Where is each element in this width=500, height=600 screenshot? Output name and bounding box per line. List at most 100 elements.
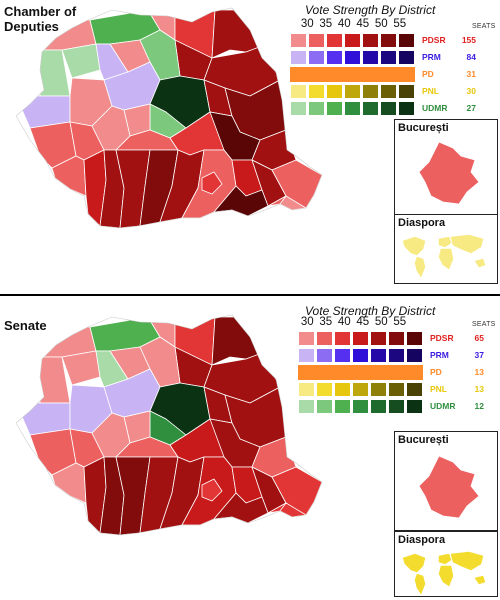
legend-tick: 50 (374, 18, 388, 30)
legend-swatch (316, 348, 333, 363)
seats-header-chamber: SEATS (472, 23, 496, 30)
legend-row-pd: PD 31 (290, 67, 476, 82)
legend-swatch (290, 101, 307, 116)
legend-swatch (388, 382, 405, 397)
bucharest-shape-senate (418, 455, 480, 519)
legend-tick: 30 (300, 18, 314, 30)
world-map-senate (402, 551, 486, 595)
bucharest-shape-chamber (418, 141, 480, 205)
legend-swatch (398, 50, 415, 65)
legend-swatch (334, 399, 351, 414)
legend-swatch (380, 84, 397, 99)
legend-tick: 55 (393, 18, 407, 30)
legend-swatch (370, 399, 387, 414)
legend-row-prm: PRM 84 (290, 50, 476, 65)
legend-party-name: PDSR (422, 35, 446, 45)
romania-outline-chamber (15, 7, 323, 229)
romania-outline-senate (15, 314, 323, 536)
legend-swatch (406, 399, 423, 414)
legend-swatches (290, 101, 415, 116)
legend-swatch (308, 50, 325, 65)
legend-swatch (298, 331, 315, 346)
legend-tick: 40 (337, 316, 351, 328)
bucharest-inset-chamber: București (394, 119, 498, 216)
legend-ticks-senate: 30 35 40 45 50 55 (298, 316, 409, 328)
legend-swatch (406, 331, 423, 346)
diaspora-label-senate: Diaspora (398, 534, 446, 546)
legend-ticks-chamber: 30 35 40 45 50 55 (298, 18, 409, 30)
legend-swatch-bar (290, 67, 415, 82)
legend-party-name: PDSR (430, 333, 454, 343)
legend-party-name: PRM (422, 52, 441, 62)
legend-tick: 45 (356, 18, 370, 30)
legend-swatch (370, 348, 387, 363)
legend-swatch (326, 50, 343, 65)
bucharest-inset-senate: București (394, 431, 498, 531)
legend-party-seats: 155 (461, 35, 476, 45)
legend-swatch (370, 331, 387, 346)
legend-swatch (352, 382, 369, 397)
legend-row-pd: PD 13 (298, 365, 484, 380)
legend-swatch (290, 33, 307, 48)
legend-swatches (290, 84, 415, 99)
panel-title-chamber: Chamber of Deputies (4, 4, 77, 34)
legend-swatch (352, 399, 369, 414)
legend-party-seats: 65 (474, 333, 484, 343)
bucharest-label-senate: București (398, 434, 449, 446)
legend-swatch (334, 331, 351, 346)
legend-party-name: PD (430, 367, 442, 377)
legend-tick: 35 (319, 316, 333, 328)
legend-swatch (298, 348, 315, 363)
legend-party-seats: 30 (466, 86, 476, 96)
legend-swatch (406, 382, 423, 397)
legend-swatch (362, 101, 379, 116)
legend-swatches (298, 399, 423, 414)
legend-tick: 40 (337, 18, 351, 30)
legend-swatches (298, 348, 423, 363)
diaspora-label-chamber: Diaspora (398, 217, 446, 229)
legend-swatch (380, 101, 397, 116)
legend-row-pnl: PNL 13 (298, 382, 484, 397)
legend-swatch (290, 50, 307, 65)
legend-party-name: PD (422, 69, 434, 79)
legend-tick: 30 (300, 316, 314, 328)
legend-party-seats: 13 (474, 367, 484, 377)
legend-swatch (398, 33, 415, 48)
legend-row-pdsr: PDSR 65 (298, 331, 484, 346)
legend-swatch (380, 50, 397, 65)
senate-panel: Senate Vote Strength By District 30 35 4… (0, 304, 500, 597)
legend-swatch (362, 33, 379, 48)
county-salaj (61, 350, 101, 386)
legend-swatch (388, 331, 405, 346)
legend-swatch (290, 84, 307, 99)
legend-tick: 50 (374, 316, 388, 328)
diaspora-inset-senate: Diaspora (394, 531, 498, 597)
legend-swatch (388, 348, 405, 363)
diaspora-inset-chamber: Diaspora (394, 214, 498, 284)
legend-swatch (398, 101, 415, 116)
legend-swatch (406, 348, 423, 363)
romania-map-senate (15, 314, 323, 536)
legend-swatch (334, 348, 351, 363)
legend-swatches (290, 33, 415, 48)
legend-tick: 55 (393, 316, 407, 328)
legend-swatch (344, 50, 361, 65)
panel-separator (0, 294, 500, 296)
legend-swatch (316, 382, 333, 397)
legend-swatches (290, 50, 415, 65)
legend-party-seats: 12 (474, 401, 484, 411)
legend-party-seats: 13 (474, 384, 484, 394)
legend-party-seats: 27 (466, 103, 476, 113)
legend-swatch (308, 101, 325, 116)
legend-party-seats: 31 (466, 69, 476, 79)
legend-row-pnl: PNL 30 (290, 84, 476, 99)
legend-swatch (316, 331, 333, 346)
seats-header-senate: SEATS (472, 321, 496, 328)
county-salaj (61, 43, 101, 79)
legend-swatch-bar (298, 365, 423, 380)
legend-swatches (298, 382, 423, 397)
legend-swatch (326, 84, 343, 99)
legend-swatch (344, 101, 361, 116)
world-map-chamber (402, 234, 486, 278)
legend-party-seats: 84 (466, 52, 476, 62)
